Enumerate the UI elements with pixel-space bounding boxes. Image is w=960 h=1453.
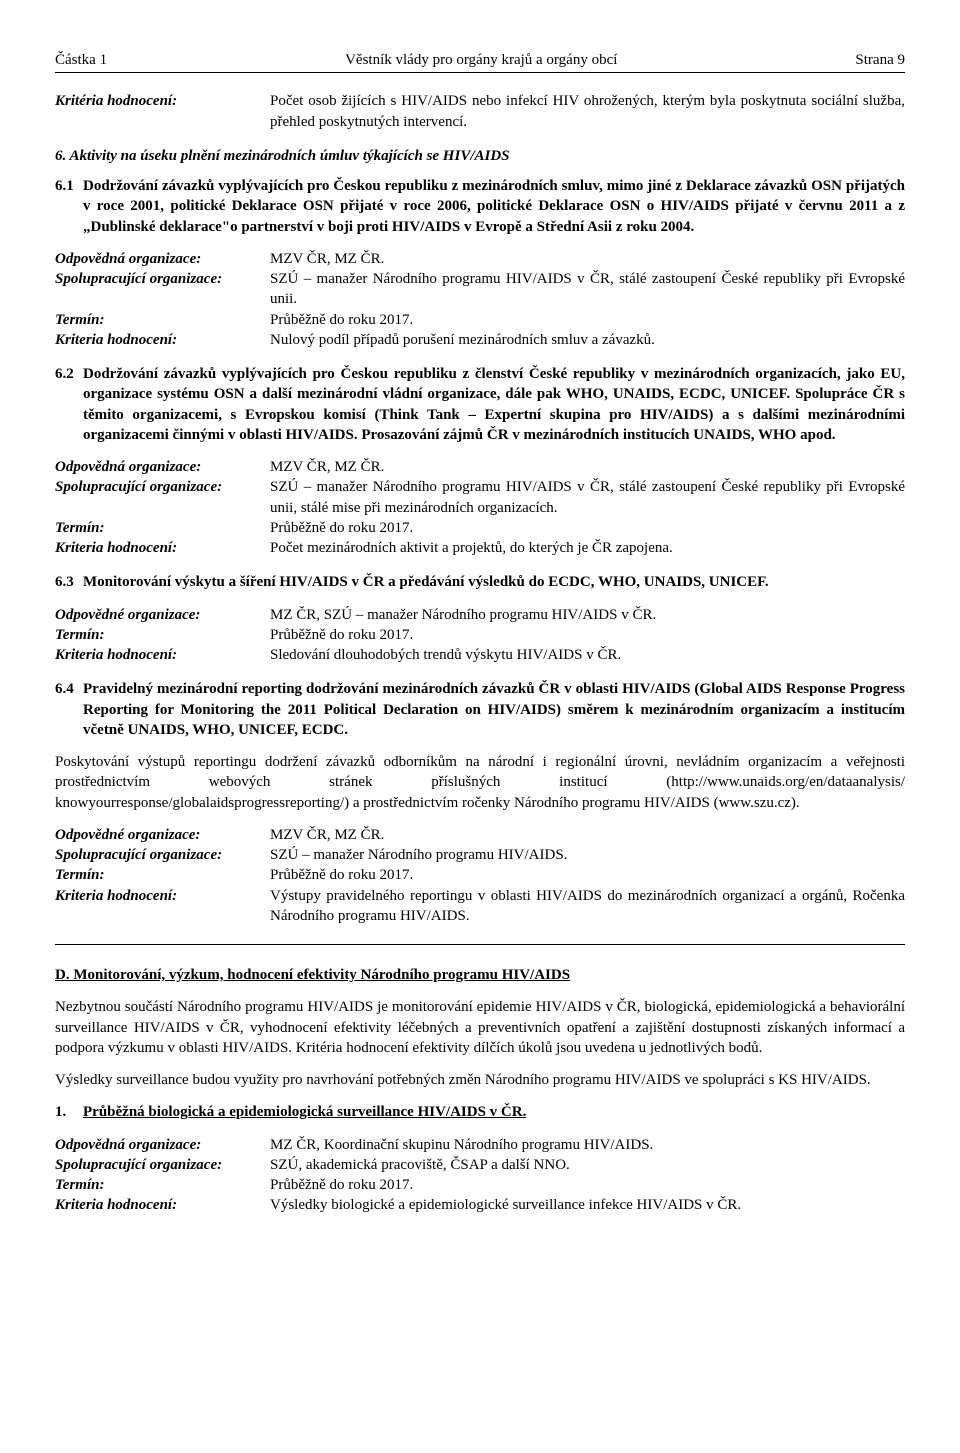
kv-label: Kriteria hodnocení: [55, 330, 270, 350]
kv-label: Odpovědná organizace: [55, 249, 270, 269]
section-d-body-1: Nezbytnou součástí Národního programu HI… [55, 997, 905, 1058]
kv-label: Odpovědné organizace: [55, 825, 270, 845]
kv-label: Spolupracující organizace: [55, 1155, 270, 1175]
kv-label: Termín: [55, 1175, 270, 1195]
kv-value: Výstupy pravidelného reportingu v oblast… [270, 886, 905, 927]
kv-label: Odpovědná organizace: [55, 457, 270, 477]
kv-value: Počet osob žijících s HIV/AIDS nebo infe… [270, 91, 905, 132]
kv-value: Výsledky biologické a epidemiologické su… [270, 1195, 905, 1215]
kv-value: Nulový podíl případů porušení mezinárodn… [270, 330, 905, 350]
section-d-body-2: Výsledky surveillance budou využity pro … [55, 1070, 905, 1090]
kv-value: MZV ČR, MZ ČR. [270, 249, 905, 269]
kv-value: MZ ČR, Koordinační skupinu Národního pro… [270, 1135, 905, 1155]
kv-label: Spolupracující organizace: [55, 845, 270, 865]
kv-label: Spolupracující organizace: [55, 477, 270, 518]
kv-6-1: Odpovědná organizace:MZV ČR, MZ ČR. Spol… [55, 249, 905, 350]
kv-6-4: Odpovědné organizace:MZV ČR, MZ ČR. Spol… [55, 825, 905, 926]
kv-value: Průběžně do roku 2017. [270, 625, 905, 645]
kv-value: Průběžně do roku 2017. [270, 865, 905, 885]
kv-value: SZÚ – manažer Národního programu HIV/AID… [270, 477, 905, 518]
kv-label: Odpovědná organizace: [55, 1135, 270, 1155]
kv-label: Kriteria hodnocení: [55, 538, 270, 558]
kv-label: Kriteria hodnocení: [55, 886, 270, 927]
kv-6-2: Odpovědná organizace:MZV ČR, MZ ČR. Spol… [55, 457, 905, 558]
page-header: Částka 1 Věstník vlády pro orgány krajů … [55, 50, 905, 73]
header-left: Částka 1 [55, 50, 107, 70]
header-center: Věstník vlády pro orgány krajů a orgány … [107, 50, 855, 70]
kv-label: Odpovědné organizace: [55, 605, 270, 625]
kv-value: SZÚ – manažer Národního programu HIV/AID… [270, 269, 905, 310]
kv-value: SZÚ, akademická pracoviště, ČSAP a další… [270, 1155, 905, 1175]
top-kv: Kritéria hodnocení: Počet osob žijících … [55, 91, 905, 132]
kv-label: Termín: [55, 310, 270, 330]
kv-1: Odpovědná organizace:MZ ČR, Koordinační … [55, 1135, 905, 1216]
kv-label: Spolupracující organizace: [55, 269, 270, 310]
kv-value: Průběžně do roku 2017. [270, 1175, 905, 1195]
kv-value: Sledování dlouhodobých trendů výskytu HI… [270, 645, 905, 665]
section-d-heading: D. Monitorování, výzkum, hodnocení efekt… [55, 965, 905, 985]
para-6-3: 6.3Monitorování výskytu a šíření HIV/AID… [55, 572, 905, 592]
kv-value: Průběžně do roku 2017. [270, 310, 905, 330]
section-6-title: 6. Aktivity na úseku plnění mezinárodníc… [55, 146, 905, 166]
kv-label: Termín: [55, 518, 270, 538]
kv-label: Kriteria hodnocení: [55, 1195, 270, 1215]
divider [55, 944, 905, 945]
para-6-4-body: Poskytování výstupů reportingu dodržení … [55, 752, 905, 813]
para-1: 1.Průběžná biologická a epidemiologická … [55, 1102, 905, 1122]
kv-value: SZÚ – manažer Národního programu HIV/AID… [270, 845, 905, 865]
header-right: Strana 9 [855, 50, 905, 70]
para-6-4: 6.4Pravidelný mezinárodní reporting dodr… [55, 679, 905, 740]
para-6-2: 6.2Dodržování závazků vyplývajících pro … [55, 364, 905, 445]
kv-value: MZV ČR, MZ ČR. [270, 825, 905, 845]
kv-value: Průběžně do roku 2017. [270, 518, 905, 538]
kv-label: Termín: [55, 865, 270, 885]
kv-value: MZV ČR, MZ ČR. [270, 457, 905, 477]
kv-value: MZ ČR, SZÚ – manažer Národního programu … [270, 605, 905, 625]
para-6-1: 6.1Dodržování závazků vyplývajících pro … [55, 176, 905, 237]
kv-label: Kritéria hodnocení: [55, 91, 270, 132]
kv-6-3: Odpovědné organizace:MZ ČR, SZÚ – manaže… [55, 605, 905, 666]
kv-label: Kriteria hodnocení: [55, 645, 270, 665]
kv-label: Termín: [55, 625, 270, 645]
kv-value: Počet mezinárodních aktivit a projektů, … [270, 538, 905, 558]
